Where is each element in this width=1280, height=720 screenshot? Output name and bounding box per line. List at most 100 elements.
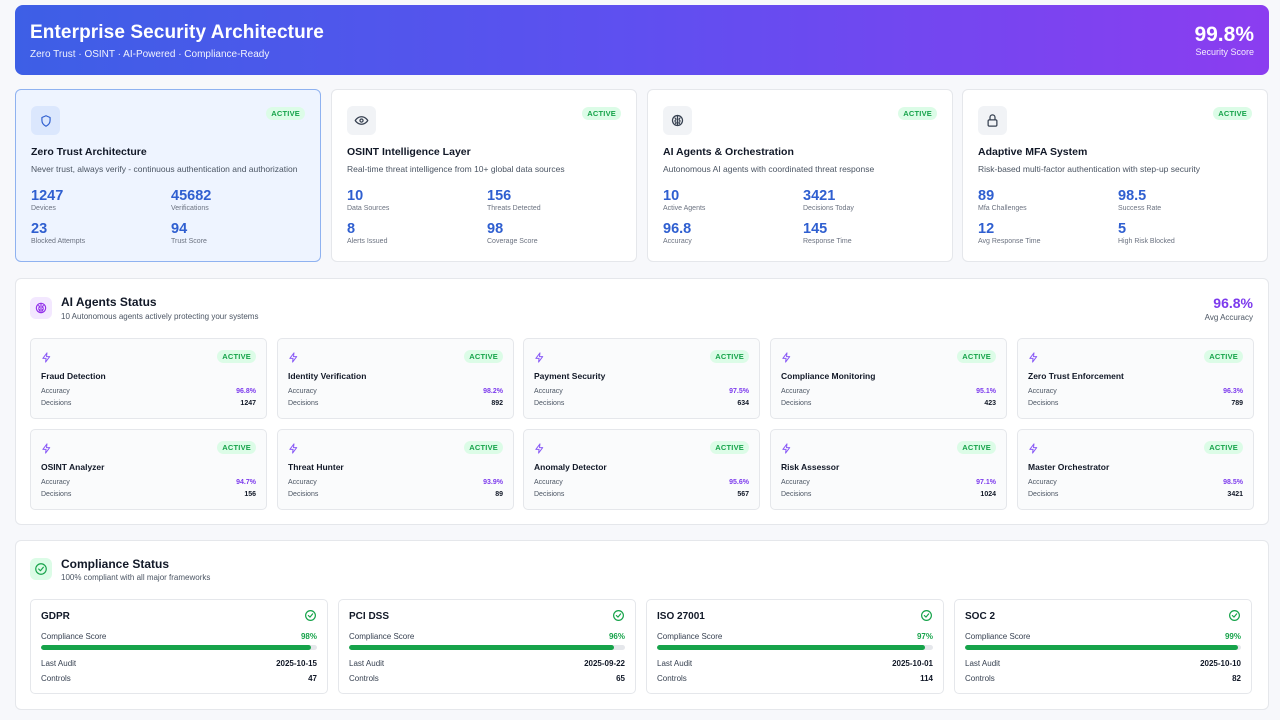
controls-value: 47: [308, 674, 317, 683]
lightning-icon: [41, 441, 52, 459]
security-score-value: 99.8%: [1194, 23, 1254, 46]
agent-accuracy-row: Accuracy 96.3%: [1028, 388, 1243, 395]
agent-card-osint-analyzer[interactable]: ACTIVE OSINT Analyzer Accuracy 94.7% Decisio…: [30, 429, 267, 510]
avg-accuracy-value: 96.8%: [1213, 295, 1253, 311]
agent-card-anomaly-detector[interactable]: ACTIVE Anomaly Detector Accuracy 95.6% Decis…: [523, 429, 760, 510]
lightning-icon: [781, 441, 792, 459]
compliance-card-pci-dss[interactable]: PCI DSS Compliance Score 96% Last Audit 2025…: [338, 599, 636, 694]
framework-name: SOC 2: [965, 611, 996, 622]
decisions-value: 1024: [980, 491, 996, 498]
last-audit-row: Last Audit 2025-10-15: [41, 659, 317, 668]
pillar-title: Zero Trust Architecture: [31, 146, 147, 158]
pillar-card-zero-trust[interactable]: ACTIVE Zero Trust Architecture Never tru…: [15, 89, 321, 262]
lightning-icon: [288, 441, 299, 459]
agent-decisions-row: Decisions 1024: [781, 491, 996, 498]
decisions-label: Decisions: [41, 491, 72, 498]
compliance-score-value: 99%: [1224, 632, 1241, 641]
lightning-icon: [781, 350, 792, 368]
pillar-description: Autonomous AI agents with coordinated th…: [663, 164, 875, 174]
agent-name: Risk Assessor: [781, 462, 840, 472]
pillar-card-ai-agents[interactable]: ACTIVE AI Agents & Orchestration Autonom…: [647, 89, 953, 262]
lightning-icon: [288, 350, 299, 368]
metric-success-rate: 98.5 Success Rate: [1118, 188, 1162, 212]
pillar-title: Adaptive MFA System: [978, 146, 1088, 158]
decisions-label: Decisions: [534, 400, 565, 407]
compliance-progress-fill: [965, 645, 1239, 650]
agent-decisions-row: Decisions 423: [781, 400, 996, 407]
accuracy-value: 95.1%: [976, 388, 996, 395]
brain-icon: [663, 106, 692, 135]
decisions-label: Decisions: [781, 400, 812, 407]
accuracy-value: 95.6%: [729, 479, 749, 486]
controls-value: 82: [1232, 674, 1241, 683]
last-audit-value: 2025-09-22: [584, 659, 625, 668]
last-audit-label: Last Audit: [41, 659, 77, 668]
metric-devices: 1247 Devices: [31, 188, 64, 212]
controls-label: Controls: [965, 674, 995, 683]
metric-active-agents: 10 Active Agents: [663, 188, 706, 212]
last-audit-label: Last Audit: [657, 659, 693, 668]
accuracy-value: 97.1%: [976, 479, 996, 486]
decisions-value: 423: [984, 400, 996, 407]
accuracy-value: 96.3%: [1223, 388, 1243, 395]
decisions-value: 89: [495, 491, 503, 498]
metric-blocked-attempts: 23 Blocked Attempts: [31, 221, 86, 245]
controls-label: Controls: [349, 674, 379, 683]
section-subtitle-compliance: 100% compliant with all major frameworks: [61, 573, 211, 582]
accuracy-value: 93.9%: [483, 479, 503, 486]
controls-label: Controls: [657, 674, 687, 683]
agent-card-threat-hunter[interactable]: ACTIVE Threat Hunter Accuracy 93.9% Decision…: [277, 429, 514, 510]
metric-trust-score: 94 Trust Score: [171, 221, 207, 245]
agent-card-compliance-monitoring[interactable]: ACTIVE Compliance Monitoring Accuracy 95.1%…: [770, 338, 1007, 419]
section-title-ai-agents: AI Agents Status: [61, 295, 157, 309]
lightning-icon: [534, 441, 545, 459]
agent-accuracy-row: Accuracy 95.1%: [781, 388, 996, 395]
accuracy-label: Accuracy: [781, 479, 810, 486]
page-subtitle: Zero Trust · OSINT · AI-Powered · Compli…: [30, 49, 270, 60]
last-audit-value: 2025-10-10: [1200, 659, 1241, 668]
accuracy-label: Accuracy: [288, 479, 317, 486]
accuracy-label: Accuracy: [41, 479, 70, 486]
agent-card-identity-verification[interactable]: ACTIVE Identity Verification Accuracy 98.2%…: [277, 338, 514, 419]
security-score-label: Security Score: [1195, 47, 1254, 57]
agent-card-fraud-detection[interactable]: ACTIVE Fraud Detection Accuracy 96.8% Decisi…: [30, 338, 267, 419]
accuracy-label: Accuracy: [781, 388, 810, 395]
agent-card-risk-assessor[interactable]: ACTIVE Risk Assessor Accuracy 97.1% Decision…: [770, 429, 1007, 510]
lightning-icon: [534, 350, 545, 368]
agent-accuracy-row: Accuracy 94.7%: [41, 479, 256, 486]
check-circle-icon: [30, 558, 52, 580]
agent-accuracy-row: Accuracy 98.5%: [1028, 479, 1243, 486]
agent-accuracy-row: Accuracy 93.9%: [288, 479, 503, 486]
compliance-card-gdpr[interactable]: GDPR Compliance Score 98% Last Audit 2025-10…: [30, 599, 328, 694]
agent-decisions-row: Decisions 156: [41, 491, 256, 498]
status-badge: ACTIVE: [266, 107, 305, 120]
header-banner: Enterprise Security Architecture Zero Tr…: [15, 5, 1269, 75]
last-audit-label: Last Audit: [349, 659, 385, 668]
decisions-value: 634: [737, 400, 749, 407]
brain-icon: [30, 297, 52, 319]
pillar-title: OSINT Intelligence Layer: [347, 146, 471, 158]
pillar-description: Never trust, always verify - continuous …: [31, 164, 298, 174]
compliance-card-iso-27001[interactable]: ISO 27001 Compliance Score 97% Last Audit 20…: [646, 599, 944, 694]
metric-coverage-score: 98 Coverage Score: [487, 221, 538, 245]
decisions-value: 892: [491, 400, 503, 407]
agent-name: Fraud Detection: [41, 371, 106, 381]
pillar-description: Risk-based multi-factor authentication w…: [978, 164, 1201, 174]
pillar-card-osint[interactable]: ACTIVE OSINT Intelligence Layer Real-tim…: [331, 89, 637, 262]
compliance-card-soc-2[interactable]: SOC 2 Compliance Score 99% Last Audit 2025-1…: [954, 599, 1252, 694]
agent-card-payment-security[interactable]: ACTIVE Payment Security Accuracy 97.5% Decis…: [523, 338, 760, 419]
agent-decisions-row: Decisions 634: [534, 400, 749, 407]
agent-decisions-row: Decisions 3421: [1028, 491, 1243, 498]
decisions-label: Decisions: [781, 491, 812, 498]
last-audit-value: 2025-10-15: [276, 659, 317, 668]
status-badge: ACTIVE: [957, 350, 996, 363]
last-audit-value: 2025-10-01: [892, 659, 933, 668]
pillar-card-adaptive-mfa[interactable]: ACTIVE Adaptive MFA System Risk-based mu…: [962, 89, 1268, 262]
status-badge: ACTIVE: [464, 441, 503, 454]
decisions-label: Decisions: [1028, 491, 1059, 498]
controls-row: Controls 114: [657, 674, 933, 683]
agent-card-master-orchestrator[interactable]: ACTIVE Master Orchestrator Accuracy 98.5% De…: [1017, 429, 1254, 510]
agent-card-zero-trust-enforcement[interactable]: ACTIVE Zero Trust Enforcement Accuracy 96.3…: [1017, 338, 1254, 419]
framework-name: PCI DSS: [349, 611, 390, 622]
metric-decisions-today: 3421 Decisions Today: [803, 188, 854, 212]
